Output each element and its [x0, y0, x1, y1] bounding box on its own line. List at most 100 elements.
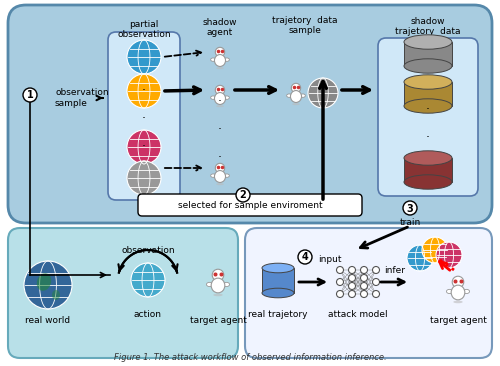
- Text: ·
·
·: · · ·: [426, 104, 430, 172]
- Circle shape: [336, 291, 344, 298]
- Ellipse shape: [404, 75, 452, 89]
- Circle shape: [348, 274, 356, 281]
- Circle shape: [422, 237, 448, 263]
- Text: 1: 1: [26, 90, 34, 101]
- Bar: [404, 42, 452, 66]
- Ellipse shape: [292, 103, 300, 105]
- Text: train: train: [400, 218, 420, 227]
- Ellipse shape: [214, 171, 226, 182]
- Ellipse shape: [206, 282, 213, 287]
- FancyBboxPatch shape: [138, 194, 362, 216]
- Text: attack model: attack model: [328, 310, 388, 319]
- Ellipse shape: [210, 96, 216, 99]
- Ellipse shape: [210, 174, 216, 178]
- Ellipse shape: [404, 175, 452, 189]
- Circle shape: [403, 201, 417, 215]
- Ellipse shape: [300, 94, 306, 97]
- FancyBboxPatch shape: [108, 32, 180, 200]
- Circle shape: [308, 78, 338, 108]
- Ellipse shape: [454, 300, 462, 303]
- Ellipse shape: [452, 276, 464, 288]
- Ellipse shape: [404, 151, 452, 165]
- Bar: [404, 158, 452, 182]
- Text: Figure 1. The attack workflow of observed information inference.: Figure 1. The attack workflow of observe…: [114, 353, 386, 362]
- Ellipse shape: [224, 58, 230, 61]
- Text: action: action: [134, 310, 162, 319]
- Text: ·
·
·: · · ·: [142, 85, 146, 153]
- Circle shape: [336, 279, 344, 285]
- Text: trajetory  data
sample: trajetory data sample: [272, 16, 338, 36]
- Circle shape: [131, 263, 165, 297]
- Text: input: input: [318, 255, 342, 265]
- Text: real world: real world: [26, 316, 70, 325]
- Ellipse shape: [404, 59, 452, 73]
- Ellipse shape: [224, 96, 230, 99]
- Bar: [262, 268, 294, 293]
- Circle shape: [23, 88, 37, 102]
- Circle shape: [348, 266, 356, 273]
- Circle shape: [336, 266, 344, 273]
- Text: shadow
trajetory  data: shadow trajetory data: [395, 17, 461, 36]
- Circle shape: [298, 250, 312, 264]
- Ellipse shape: [36, 273, 52, 291]
- Ellipse shape: [216, 105, 224, 107]
- Ellipse shape: [224, 174, 230, 178]
- Circle shape: [372, 266, 380, 273]
- Ellipse shape: [223, 282, 230, 287]
- Ellipse shape: [214, 294, 222, 296]
- Ellipse shape: [210, 58, 216, 61]
- Ellipse shape: [214, 55, 226, 67]
- Text: real trajetory: real trajetory: [248, 310, 308, 319]
- Ellipse shape: [286, 94, 292, 97]
- Text: selected for sample enviroment: selected for sample enviroment: [178, 201, 322, 209]
- Ellipse shape: [214, 93, 226, 104]
- Ellipse shape: [216, 67, 224, 69]
- Circle shape: [127, 130, 161, 164]
- Text: 4: 4: [302, 253, 308, 262]
- Ellipse shape: [211, 278, 225, 293]
- Ellipse shape: [52, 290, 60, 300]
- Circle shape: [360, 283, 368, 290]
- Text: ·
·
·: · · ·: [218, 96, 222, 164]
- Text: shadow
agent: shadow agent: [203, 18, 237, 37]
- Ellipse shape: [216, 183, 224, 185]
- Ellipse shape: [446, 290, 453, 294]
- Circle shape: [360, 266, 368, 273]
- FancyBboxPatch shape: [378, 38, 478, 196]
- Circle shape: [372, 279, 380, 285]
- Text: target agent: target agent: [430, 316, 486, 325]
- Circle shape: [236, 188, 250, 202]
- Ellipse shape: [216, 85, 224, 95]
- Text: partial
observation: partial observation: [117, 20, 171, 40]
- Text: infer: infer: [384, 266, 406, 275]
- FancyBboxPatch shape: [245, 228, 492, 358]
- Ellipse shape: [463, 290, 469, 294]
- Circle shape: [348, 291, 356, 298]
- Ellipse shape: [216, 47, 224, 57]
- FancyBboxPatch shape: [8, 5, 492, 223]
- Circle shape: [127, 74, 161, 108]
- Circle shape: [360, 291, 368, 298]
- Circle shape: [24, 261, 72, 309]
- Circle shape: [127, 161, 161, 195]
- Text: observation
sample: observation sample: [55, 88, 108, 108]
- Circle shape: [407, 245, 433, 271]
- Circle shape: [436, 242, 462, 268]
- FancyBboxPatch shape: [8, 228, 238, 358]
- Bar: [404, 82, 452, 106]
- Text: 2: 2: [240, 190, 246, 201]
- Text: 3: 3: [406, 203, 414, 213]
- Ellipse shape: [262, 288, 294, 298]
- Ellipse shape: [262, 263, 294, 273]
- Ellipse shape: [451, 285, 465, 300]
- Circle shape: [372, 291, 380, 298]
- Ellipse shape: [292, 83, 300, 93]
- Ellipse shape: [290, 90, 302, 102]
- Ellipse shape: [404, 99, 452, 113]
- Text: target agent: target agent: [190, 316, 246, 325]
- Circle shape: [127, 40, 161, 74]
- Circle shape: [360, 274, 368, 281]
- Ellipse shape: [212, 269, 224, 281]
- Ellipse shape: [216, 163, 224, 173]
- Text: observation: observation: [121, 246, 175, 255]
